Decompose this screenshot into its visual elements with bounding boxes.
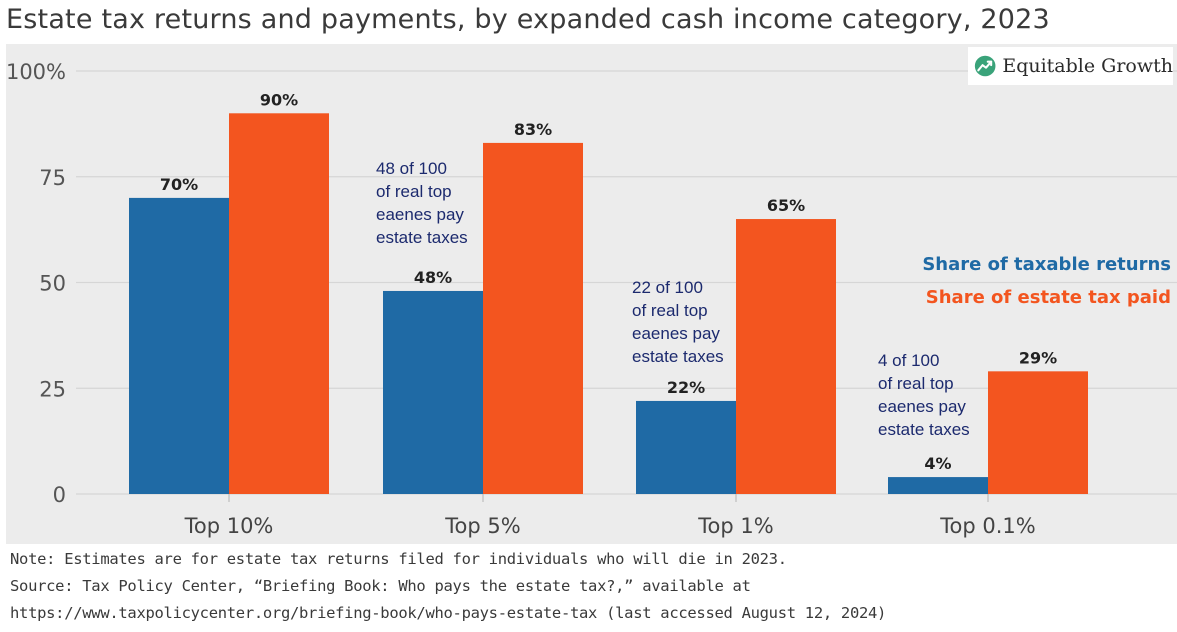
note-line: Note: Estimates are for estate tax retur…: [10, 550, 787, 568]
equitable-growth-logo: Equitable Growth: [968, 47, 1173, 85]
data-label: 70%: [160, 175, 198, 194]
bar: [888, 477, 988, 494]
y-tick-label: 50: [39, 272, 66, 296]
annotation-top-5: 48 of 100 of real top eaenes pay estate …: [376, 159, 468, 247]
bar: [483, 142, 583, 494]
annotation-top-1: 22 of 100 of real top eaenes pay estate …: [632, 278, 724, 366]
y-tick-label: 100%: [6, 60, 66, 84]
data-label: 48%: [414, 268, 452, 287]
x-tick-label: Top 5%: [444, 514, 520, 538]
x-tick-label: Top 1%: [697, 514, 773, 538]
growth-arrow-icon: [974, 55, 996, 77]
bar: [129, 197, 229, 494]
x-tick-label: Top 0.1%: [939, 514, 1035, 538]
legend-taxable-returns: Share of taxable returns: [922, 254, 1171, 275]
data-label: 90%: [260, 90, 298, 109]
source-line: Source: Tax Policy Center, “Briefing Boo…: [10, 577, 751, 595]
annotation-top-0-1: 4 of 100 of real top eaenes pay estate t…: [878, 351, 970, 439]
bar: [988, 371, 1088, 494]
data-label: 4%: [924, 454, 951, 473]
bar: [636, 400, 736, 494]
y-tick-label: 0: [53, 483, 66, 507]
chart-title: Estate tax returns and payments, by expa…: [6, 4, 1050, 35]
data-label: 22%: [667, 378, 705, 397]
y-tick-label: 25: [39, 377, 66, 401]
source-notes: Note: Estimates are for estate tax retur…: [10, 546, 1170, 627]
data-label: 29%: [1019, 348, 1057, 367]
legend-estate-tax-paid: Share of estate tax paid: [925, 287, 1171, 308]
bar: [383, 290, 483, 494]
bar: [736, 219, 836, 495]
logo-text: Equitable Growth: [1002, 55, 1173, 77]
bar: [229, 113, 329, 495]
x-tick-label: Top 10%: [184, 514, 274, 538]
y-tick-label: 75: [39, 166, 66, 190]
source-url-line: https://www.taxpolicycenter.org/briefing…: [10, 604, 887, 622]
data-label: 65%: [767, 196, 805, 215]
data-label: 83%: [514, 120, 552, 139]
